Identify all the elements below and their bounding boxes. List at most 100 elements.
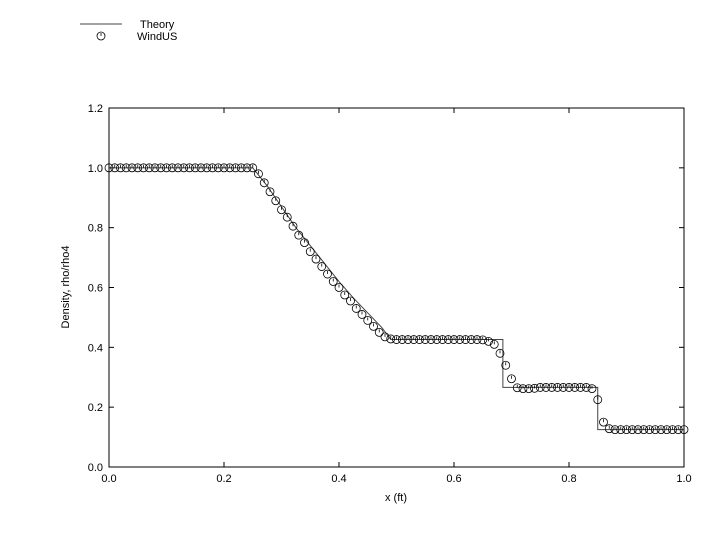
windus-point xyxy=(484,336,493,346)
windus-point xyxy=(455,335,465,344)
windus-point xyxy=(438,335,447,344)
x-axis-label: x (ft) xyxy=(385,492,407,504)
windus-point xyxy=(415,335,424,344)
windus-point xyxy=(673,425,683,435)
x-tick-label: 1.0 xyxy=(676,473,691,485)
windus-point xyxy=(576,383,585,392)
windus-point xyxy=(328,277,338,286)
windus-point xyxy=(524,384,534,394)
windus-point xyxy=(616,425,626,435)
theory-line xyxy=(109,167,684,431)
windus-point xyxy=(650,425,660,435)
windus-point xyxy=(311,254,321,264)
windus-point xyxy=(208,163,217,173)
windus-point xyxy=(167,163,177,173)
windus-point xyxy=(380,332,390,342)
windus-point xyxy=(599,417,608,427)
windus-point xyxy=(656,425,666,435)
x-tick-label: 0.6 xyxy=(446,473,461,485)
windus-point xyxy=(409,335,419,344)
x-tick-label: 0.2 xyxy=(216,473,231,485)
windus-point xyxy=(196,163,206,173)
windus-point xyxy=(518,384,528,394)
y-tick-label: 1.0 xyxy=(88,163,103,175)
windus-point xyxy=(242,163,252,173)
windus-point xyxy=(254,169,263,179)
windus-point xyxy=(466,335,476,344)
windus-point xyxy=(110,163,120,173)
windus-point xyxy=(547,383,557,392)
windus-point xyxy=(127,163,137,173)
windus-point xyxy=(593,395,603,405)
windus-point xyxy=(185,163,194,173)
windus-point xyxy=(489,339,499,349)
windus-point xyxy=(604,424,614,434)
windus-point xyxy=(472,335,482,344)
windus-point xyxy=(282,212,292,222)
windus-point xyxy=(144,163,154,173)
windus-point xyxy=(294,230,304,240)
windus-point xyxy=(116,163,125,173)
windus-point xyxy=(231,163,240,173)
windus-point xyxy=(150,163,160,173)
legend: Theory WindUS xyxy=(80,19,177,43)
windus-point xyxy=(271,196,281,206)
windus-point xyxy=(305,247,315,257)
windus-point xyxy=(449,335,459,344)
y-tick-label: 0.4 xyxy=(88,342,103,354)
windus-point xyxy=(104,163,114,173)
windus-point xyxy=(317,262,327,271)
windus-point xyxy=(357,310,367,319)
windus-point xyxy=(495,348,505,358)
windus-point xyxy=(530,383,539,393)
x-tick-label: 0.0 xyxy=(101,473,116,485)
y-axis-label: Density, rho/rho4 xyxy=(60,246,72,329)
windus-point xyxy=(627,425,637,435)
windus-point xyxy=(300,238,309,248)
windus-point xyxy=(202,163,212,173)
windus-point xyxy=(420,335,430,344)
windus-point xyxy=(236,163,246,173)
windus-point xyxy=(610,425,620,435)
windus-point xyxy=(581,383,591,392)
windus-point xyxy=(162,163,171,173)
legend-windus-label: WindUS xyxy=(137,31,177,43)
windus-point xyxy=(645,425,654,435)
windus-point xyxy=(340,290,350,300)
windus-point xyxy=(156,163,166,173)
x-tick-label: 0.4 xyxy=(331,473,346,485)
windus-point xyxy=(288,221,298,231)
windus-point xyxy=(535,383,545,392)
windus-point xyxy=(426,335,436,344)
windus-point xyxy=(173,163,183,173)
windus-point xyxy=(369,321,378,331)
windus-point xyxy=(639,425,649,435)
windus-point xyxy=(587,384,597,394)
windus-point xyxy=(190,163,200,173)
windus-point xyxy=(403,335,413,344)
windus-point xyxy=(133,163,143,173)
windus-point xyxy=(622,425,631,435)
windus-point xyxy=(541,383,551,392)
windus-point xyxy=(139,163,148,173)
windus-point xyxy=(179,163,189,173)
windus-point xyxy=(662,425,672,435)
windus-point xyxy=(553,383,562,392)
x-tick-label: 0.8 xyxy=(561,473,576,485)
windus-point xyxy=(323,269,332,279)
legend-theory-label: Theory xyxy=(140,19,175,31)
windus-point xyxy=(478,335,488,345)
windus-point xyxy=(668,425,677,435)
windus-point xyxy=(501,360,511,370)
windus-point xyxy=(213,163,223,173)
windus-point xyxy=(363,316,373,325)
windus-point xyxy=(392,335,401,344)
windus-point xyxy=(334,283,344,292)
windus-point xyxy=(564,383,574,392)
windus-point xyxy=(432,335,442,344)
windus-point xyxy=(351,304,361,313)
windus-point xyxy=(259,178,269,188)
windus-point xyxy=(558,383,568,392)
windus-point xyxy=(507,374,516,384)
